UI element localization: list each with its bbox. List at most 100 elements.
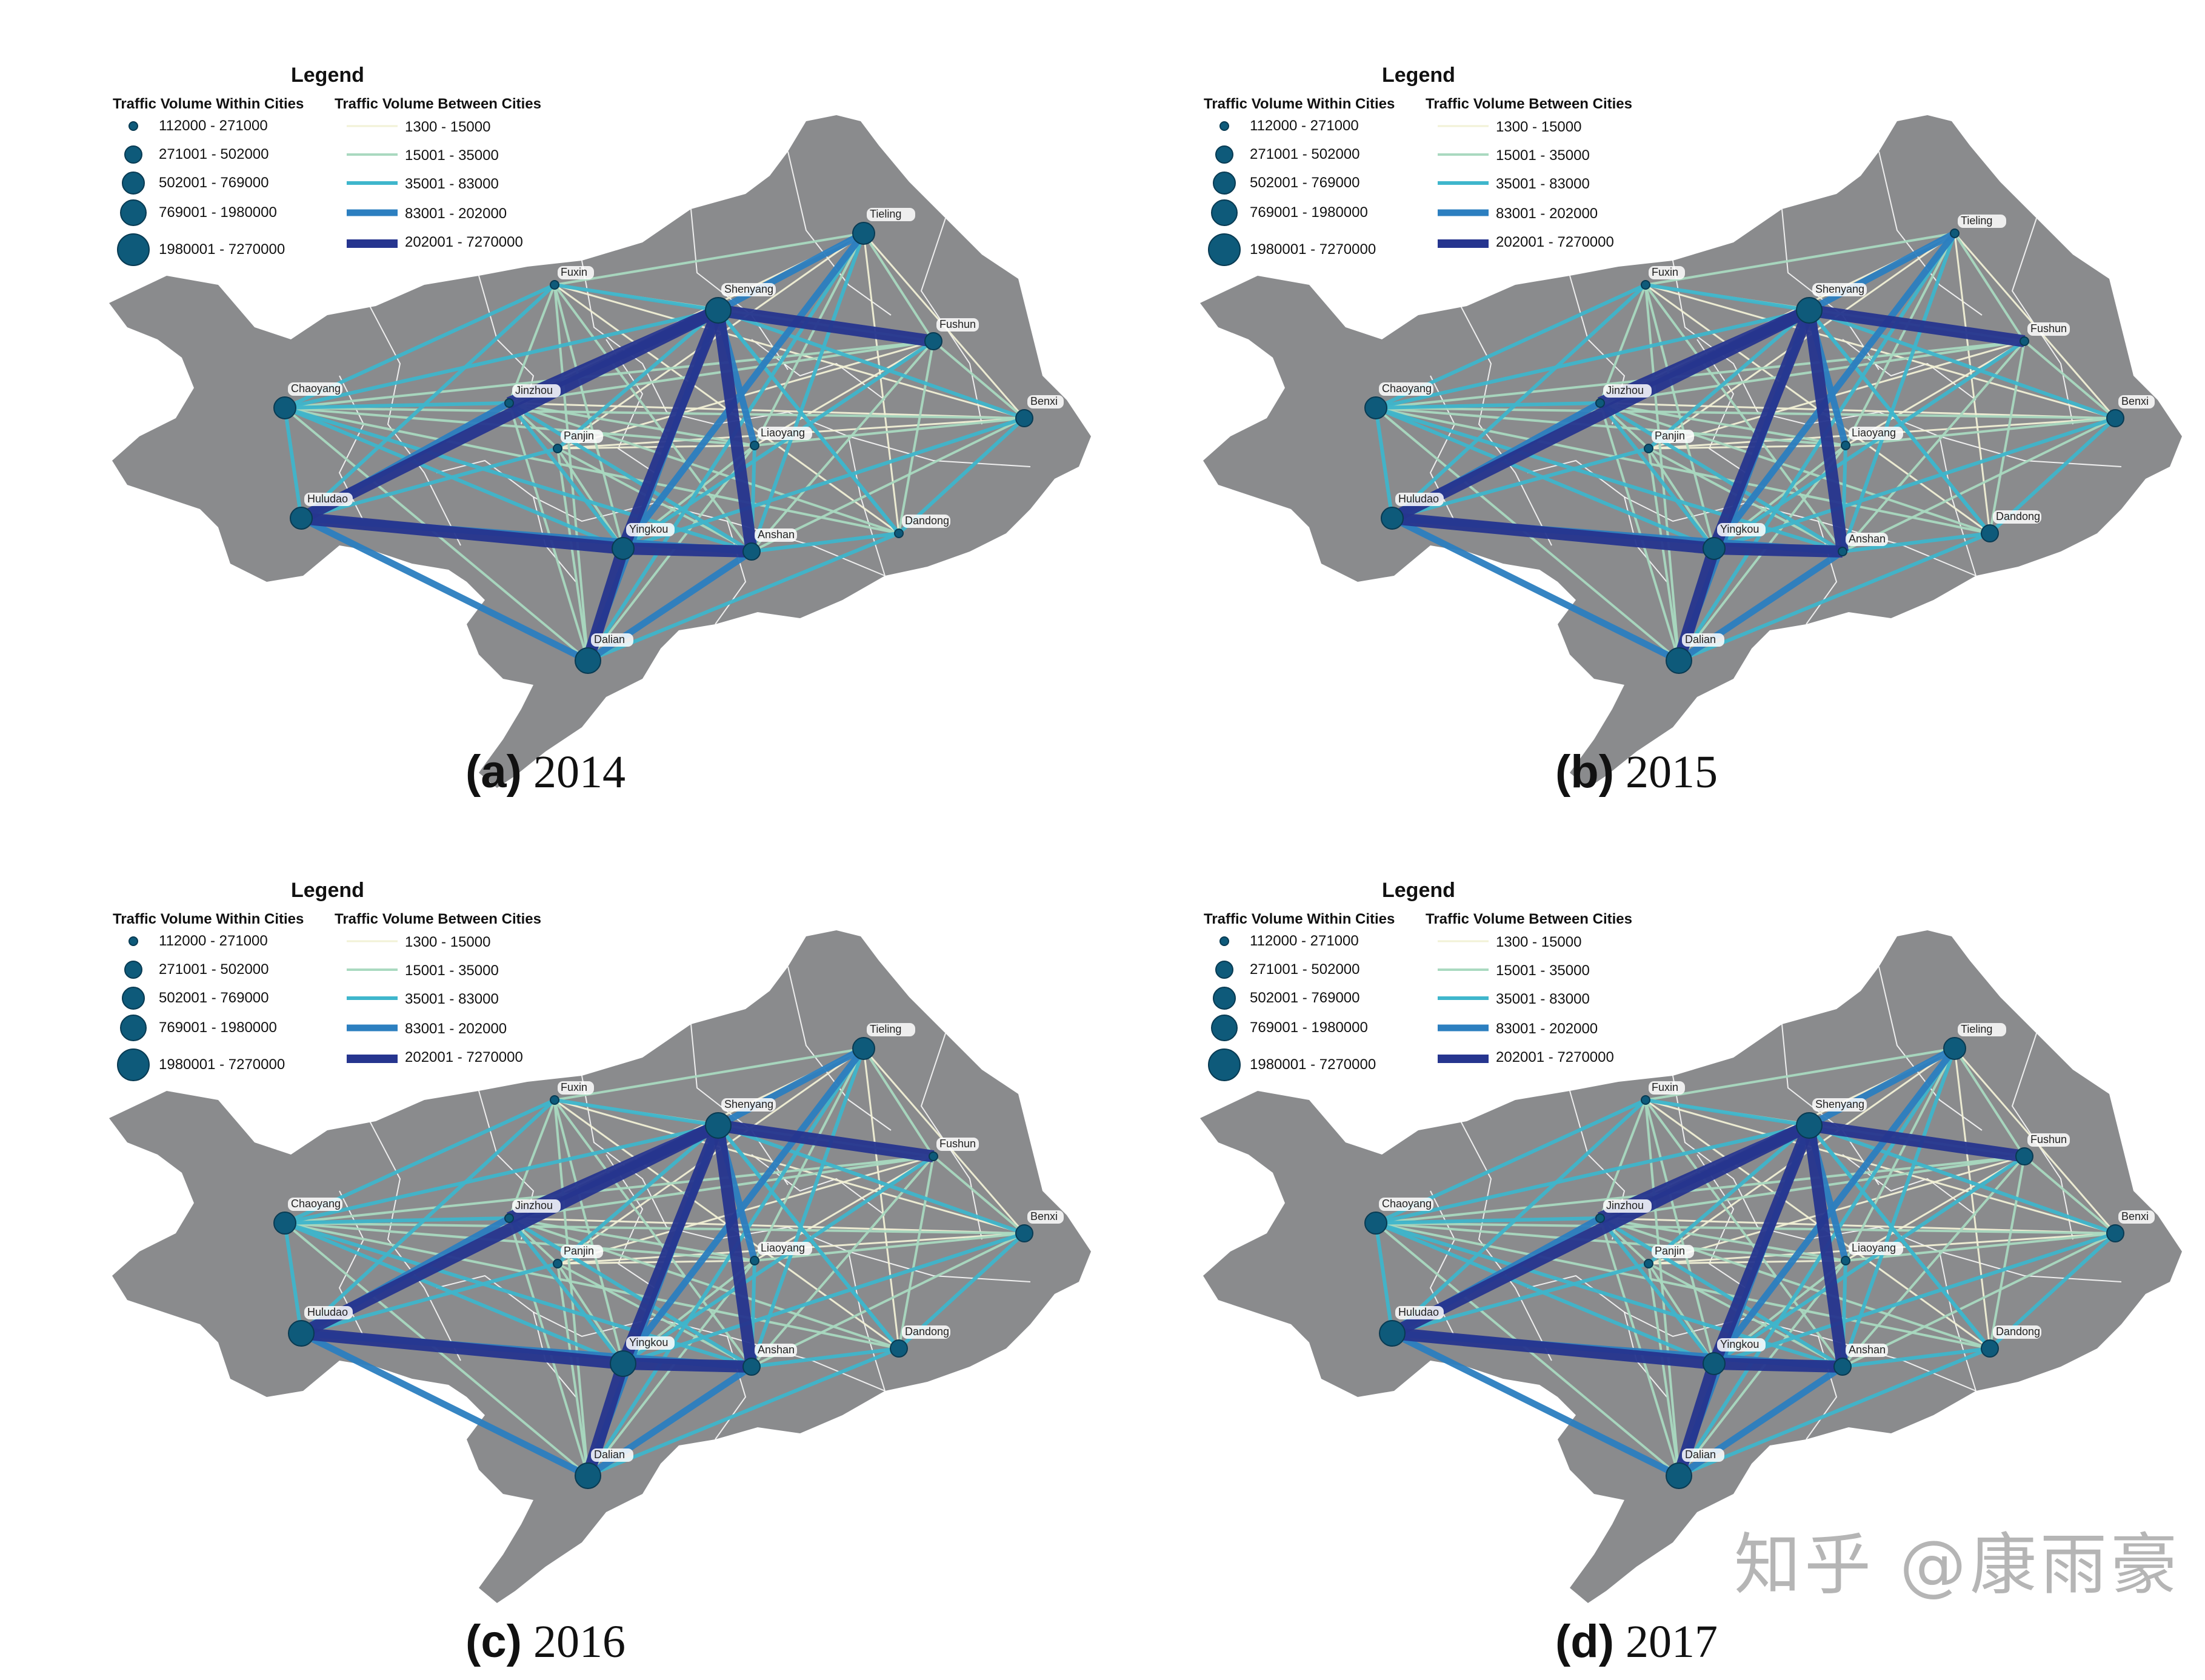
- flow-line-tieling-liaoyang: [1844, 1048, 1956, 1261]
- legend-heading-between: Traffic Volume Between Cities: [335, 96, 541, 112]
- flow-line-benxi-liaoyang: [754, 417, 1025, 447]
- flow-line-liaoyang-panjin: [1648, 1259, 1846, 1265]
- flow-line-chaoyang-jinzhou: [284, 1216, 510, 1225]
- city-label-bg: [2027, 322, 2070, 336]
- city-label-fushun: Fushun: [939, 318, 976, 330]
- legend-heading-within: Traffic Volume Within Cities: [1204, 911, 1395, 927]
- flow-line-chaoyang-fushun: [1375, 1155, 2025, 1224]
- caption-year: 2015: [1626, 747, 1718, 798]
- flow-line-huludao-panjin: [1392, 1262, 1649, 1335]
- flow-line-shenyang-tieling: [1807, 1045, 1956, 1128]
- county-boundary: [1696, 339, 1746, 473]
- flow-line-dandong-anshan: [1842, 1347, 1990, 1368]
- legend-within-symbol: [117, 233, 150, 266]
- city-label-dalian: Dalian: [594, 633, 625, 645]
- flow-line-chaoyang-shenyang: [284, 1124, 719, 1225]
- flow-line-fuxin-tieling: [1645, 1047, 1955, 1101]
- city-label-tieling: Tieling: [870, 1023, 901, 1035]
- legend-within-symbol: [1208, 233, 1241, 266]
- city-node-liaoyang: [1841, 1256, 1850, 1265]
- legend-between-label: 15001 - 35000: [405, 962, 499, 979]
- legend-within-label: 112000 - 271000: [159, 933, 268, 949]
- flow-line-benxi-jinzhou: [509, 1217, 1025, 1235]
- city-node-panjin: [553, 444, 562, 453]
- city-label-bg: [2118, 1210, 2155, 1224]
- city-node-fushun: [929, 1152, 938, 1161]
- caption-year: 2017: [1626, 1616, 1718, 1667]
- city-label-panjin: Panjin: [1655, 1245, 1685, 1257]
- flow-line-fuxin-jinzhou: [1599, 284, 1647, 404]
- flow-line-dalian-jinzhou: [1599, 1218, 1680, 1476]
- legend-title: Legend: [1382, 64, 1455, 87]
- city-label-anshan: Anshan: [1849, 533, 1886, 545]
- city-label-bg: [902, 515, 950, 528]
- city-label-liaoyang: Liaoyang: [1852, 1242, 1896, 1254]
- flow-line-fushun-benxi: [932, 1155, 1026, 1235]
- city-label-tieling: Tieling: [870, 208, 901, 220]
- city-node-dandong: [890, 1339, 908, 1358]
- flow-line-shenyang-tieling: [716, 1045, 866, 1128]
- city-label-bg: [936, 1138, 979, 1151]
- city-node-fushun: [2015, 1147, 2033, 1165]
- city-node-shenyang: [705, 1112, 732, 1139]
- legend-between-label: 1300 - 15000: [1496, 119, 1582, 135]
- flow-line-benxi-liaoyang: [1845, 417, 2116, 447]
- city-label-dandong: Dandong: [905, 515, 949, 527]
- legend-within-symbol: [1208, 1048, 1241, 1081]
- flow-line-yingkou-tieling: [1711, 231, 1958, 551]
- legend-within-symbol: [124, 961, 142, 979]
- flow-line-yingkou-anshan: [622, 542, 752, 558]
- legend-between-label: 35001 - 83000: [1496, 176, 1590, 192]
- flow-line-tieling-anshan: [1841, 1048, 1956, 1367]
- city-label-bg: [755, 1344, 797, 1357]
- flow-line-panjin-anshan: [557, 1262, 752, 1368]
- city-label-bg: [1395, 493, 1444, 506]
- flow-line-panjin-anshan: [1648, 1262, 1843, 1368]
- flow-line-shenyang-benxi: [1809, 308, 2116, 420]
- flow-line-jinzhou-liaoyang: [509, 402, 755, 447]
- flow-line-jinzhou-anshan: [1599, 401, 1844, 553]
- city-label-bg: [1958, 215, 2006, 228]
- flow-line-shenyang-yingkou: [1708, 308, 1815, 551]
- watermark: 知乎 @康雨豪: [1734, 1526, 2181, 1604]
- flow-line-benxi-anshan: [1842, 1232, 2116, 1368]
- legend-within-symbol: [122, 172, 145, 195]
- flow-line-dalian-jinzhou: [508, 402, 589, 661]
- city-label-jinzhou: Jinzhou: [1606, 1199, 1644, 1212]
- flow-line-jinzhou-anshan: [1599, 1216, 1844, 1368]
- flow-line-liaoyang-panjin: [1648, 444, 1846, 450]
- city-label-jinzhou: Jinzhou: [515, 1199, 553, 1212]
- flow-line-yingkou-jinzhou: [1598, 402, 1716, 550]
- city-node-dandong: [1981, 524, 1999, 542]
- flow-line-chaoyang-fushun: [284, 340, 934, 409]
- flow-line-dalian-tieling: [586, 232, 866, 662]
- city-label-huludao: Huludao: [307, 1306, 348, 1318]
- city-label-bg: [561, 430, 603, 443]
- flow-line-dandong-fushun: [1989, 1156, 2026, 1349]
- city-label-anshan: Anshan: [758, 528, 795, 541]
- flow-line-huludao-yingkou: [301, 512, 624, 555]
- flow-line-shenyang-fuxin: [1645, 283, 1810, 312]
- flow-line-dandong-benxi: [897, 416, 1026, 535]
- county-boundary: [666, 1226, 1031, 1282]
- city-label-bg: [721, 283, 776, 296]
- legend-between-label: 1300 - 15000: [1496, 934, 1582, 950]
- caption-year: 2014: [533, 747, 625, 798]
- legend-between-label: 15001 - 35000: [405, 147, 499, 164]
- flow-line-fuxin-tieling: [554, 1047, 864, 1101]
- flow-line-chaoyang-liaoyang: [284, 1222, 755, 1262]
- flow-line-chaoyang-jinzhou: [1375, 401, 1601, 410]
- city-label-huludao: Huludao: [1398, 1306, 1439, 1318]
- legend-between-label: 15001 - 35000: [1496, 962, 1590, 979]
- legend-within-label: 271001 - 502000: [159, 961, 269, 978]
- flow-line-fushun-benxi: [2023, 340, 2117, 419]
- county-boundary: [1878, 966, 1983, 1131]
- city-label-bg: [1849, 1242, 1903, 1255]
- county-boundary: [369, 305, 461, 546]
- legend-heading-within: Traffic Volume Within Cities: [113, 96, 304, 112]
- map-panel-2016: Fuxin Shenyang Tieling Fushun Benxi Chaoyang J…: [0, 815, 1091, 1627]
- county-boundary: [533, 1312, 886, 1392]
- city-label-huludao: Huludao: [1398, 493, 1439, 505]
- city-label-chaoyang: Chaoyang: [1382, 1198, 1432, 1210]
- flow-line-dandong-shenyang: [716, 309, 901, 535]
